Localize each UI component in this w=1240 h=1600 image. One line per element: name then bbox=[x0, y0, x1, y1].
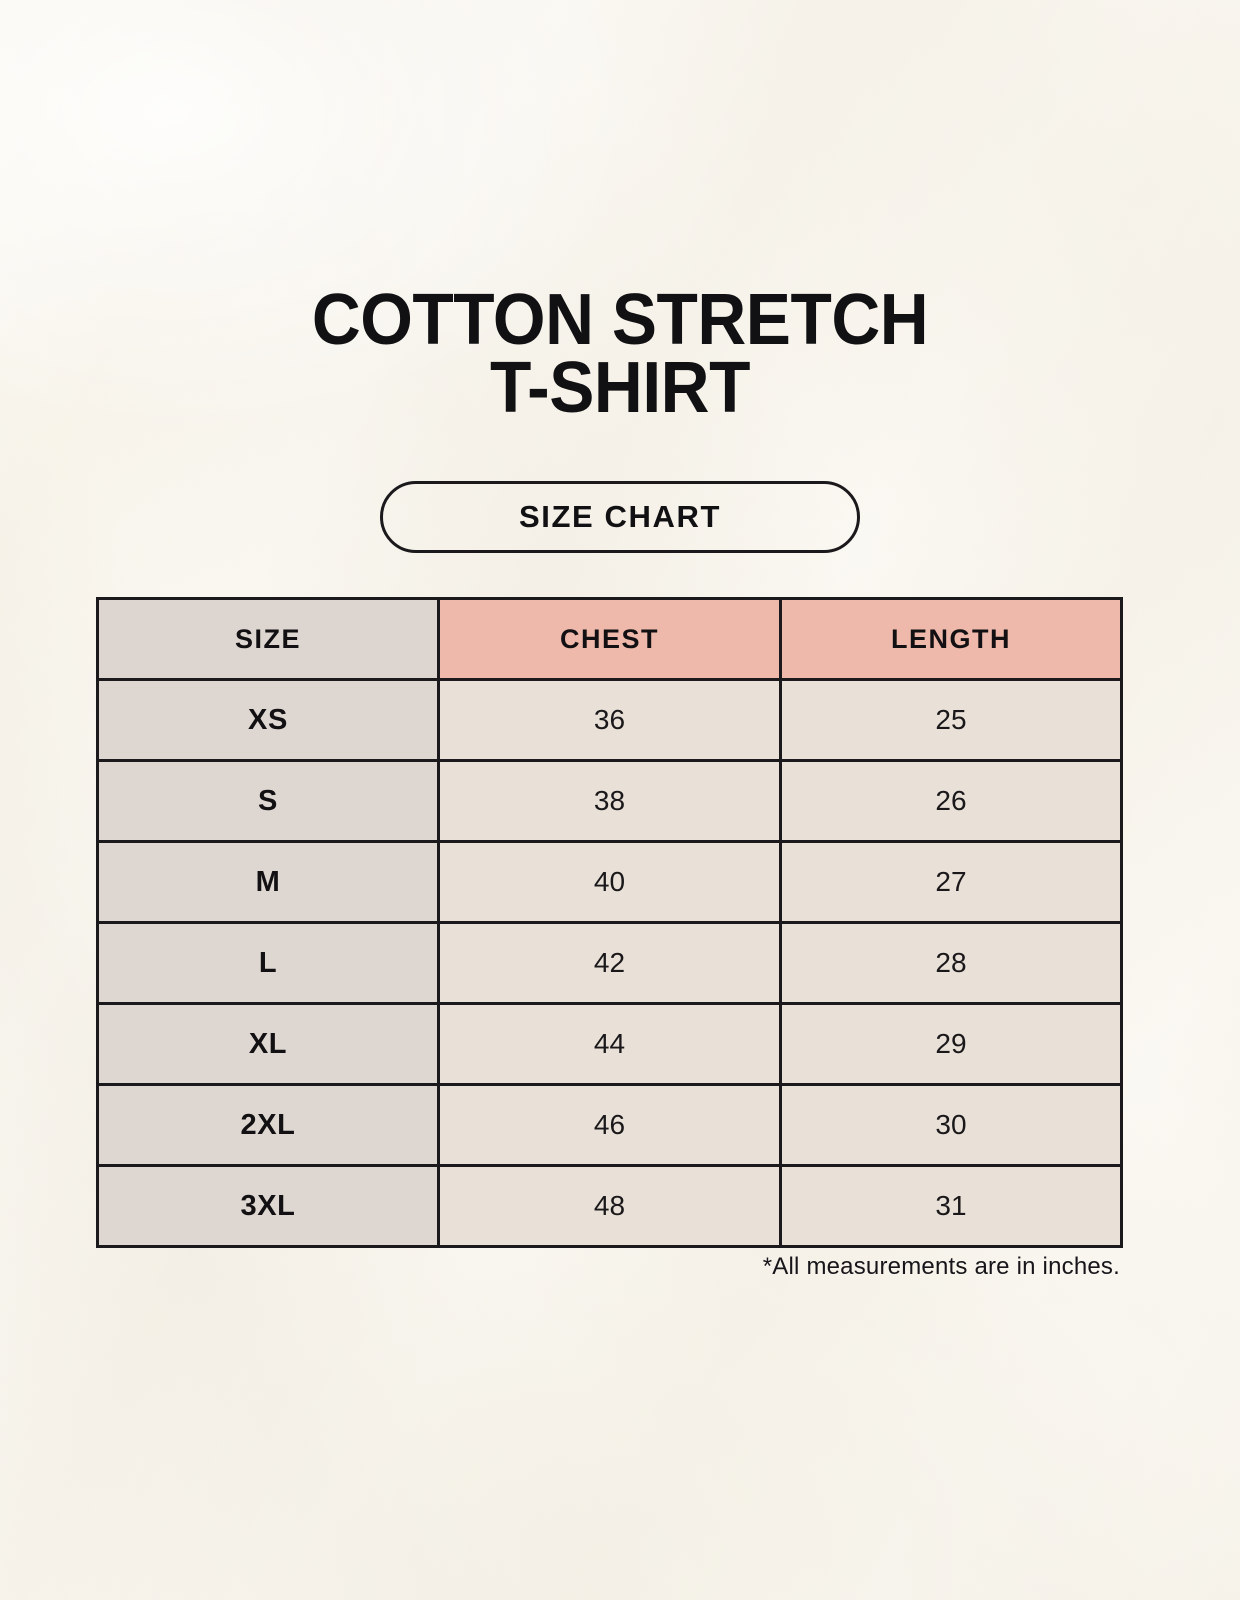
page-title: COTTON STRETCH T-SHIRT bbox=[0, 280, 1240, 428]
cell-chest: 44 bbox=[437, 1002, 782, 1086]
table-body: XS 36 25 S 38 26 M 40 27 L 42 28 bbox=[96, 678, 1123, 1248]
column-header-chest: CHEST bbox=[437, 597, 782, 681]
page-title-line-2: T-SHIRT bbox=[490, 348, 750, 428]
cell-length: 28 bbox=[779, 921, 1123, 1005]
cell-chest: 48 bbox=[437, 1164, 782, 1248]
cell-size: 3XL bbox=[96, 1164, 440, 1248]
size-chart-badge-label: SIZE CHART bbox=[519, 499, 721, 534]
cell-length: 26 bbox=[779, 759, 1123, 843]
table-row: XL 44 29 bbox=[96, 1002, 1123, 1086]
cell-chest: 40 bbox=[437, 840, 782, 924]
cell-size: M bbox=[96, 840, 440, 924]
cell-length: 27 bbox=[779, 840, 1123, 924]
cell-chest: 46 bbox=[437, 1083, 782, 1167]
cell-size: S bbox=[96, 759, 440, 843]
table-header: SIZE CHEST LENGTH bbox=[96, 597, 1123, 681]
column-header-length: LENGTH bbox=[779, 597, 1123, 681]
table-row: L 42 28 bbox=[96, 921, 1123, 1005]
page-title-line-1: COTTON STRETCH bbox=[311, 280, 929, 360]
cell-size: XS bbox=[96, 678, 440, 762]
table-row: XS 36 25 bbox=[96, 678, 1123, 762]
cell-size: L bbox=[96, 921, 440, 1005]
table-row: 2XL 46 30 bbox=[96, 1083, 1123, 1167]
cell-chest: 42 bbox=[437, 921, 782, 1005]
cell-chest: 38 bbox=[437, 759, 782, 843]
cell-length: 30 bbox=[779, 1083, 1123, 1167]
table-header-row: SIZE CHEST LENGTH bbox=[96, 597, 1123, 681]
cell-length: 25 bbox=[779, 678, 1123, 762]
cell-length: 31 bbox=[779, 1164, 1123, 1248]
table-row: S 38 26 bbox=[96, 759, 1123, 843]
size-chart-badge-wrapper: SIZE CHART bbox=[0, 481, 1240, 553]
size-chart-badge: SIZE CHART bbox=[380, 481, 860, 553]
cell-length: 29 bbox=[779, 1002, 1123, 1086]
cell-size: XL bbox=[96, 1002, 440, 1086]
table-row: 3XL 48 31 bbox=[96, 1164, 1123, 1248]
table-row: M 40 27 bbox=[96, 840, 1123, 924]
cell-chest: 36 bbox=[437, 678, 782, 762]
measurement-footnote: *All measurements are in inches. bbox=[762, 1253, 1120, 1280]
size-chart-table-wrapper: SIZE CHEST LENGTH XS 36 25 S 38 26 M bbox=[96, 597, 1123, 1248]
column-header-size: SIZE bbox=[96, 597, 440, 681]
cell-size: 2XL bbox=[96, 1083, 440, 1167]
size-chart-table: SIZE CHEST LENGTH XS 36 25 S 38 26 M bbox=[96, 597, 1123, 1248]
